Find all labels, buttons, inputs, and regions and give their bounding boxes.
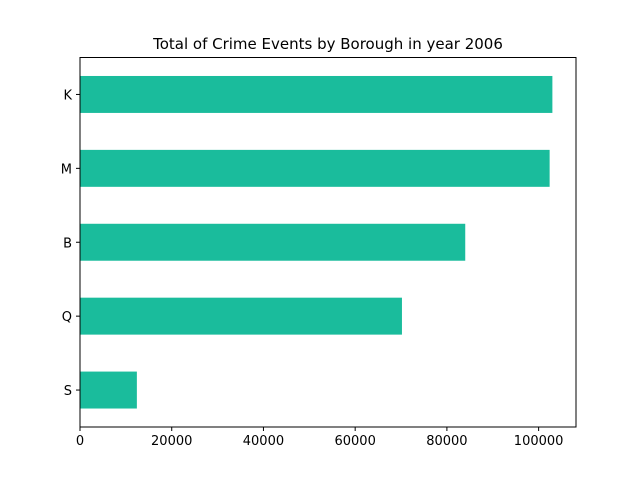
bar-K	[80, 75, 553, 113]
bar-M	[80, 149, 550, 187]
y-tick-label: S	[64, 384, 72, 399]
bar-B	[80, 223, 466, 261]
bar-S	[80, 371, 137, 409]
y-tick-label: M	[61, 162, 72, 177]
bar-Q	[80, 297, 402, 335]
plot-frame	[79, 57, 577, 428]
y-tick-label: K	[63, 88, 72, 103]
x-tick-label: 20000	[151, 434, 192, 449]
x-tick-label: 60000	[334, 434, 375, 449]
x-tick-label: 40000	[243, 434, 284, 449]
x-tick-label: 80000	[426, 434, 467, 449]
x-tick-label: 0	[76, 434, 84, 449]
chart-title: Total of Crime Events by Borough in year…	[152, 35, 503, 53]
y-tick-label: B	[63, 236, 72, 251]
y-tick-label: Q	[62, 310, 72, 325]
x-tick-label: 100000	[514, 434, 564, 449]
